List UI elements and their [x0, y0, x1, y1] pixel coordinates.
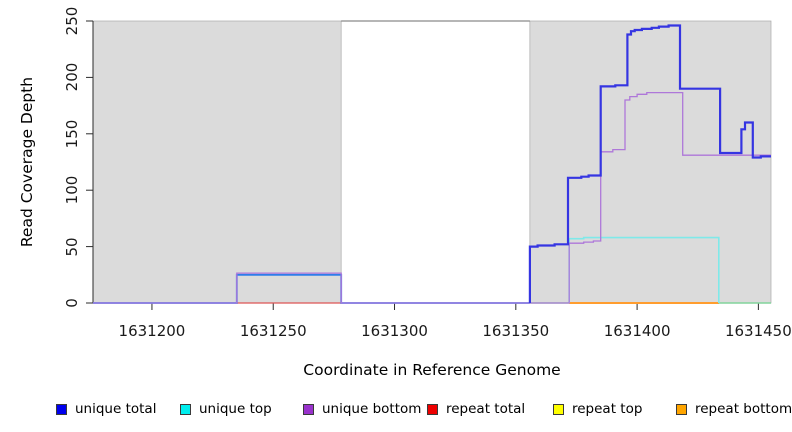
y-tick-label: 100 [63, 175, 81, 205]
x-axis-title: Coordinate in Reference Genome [303, 361, 561, 379]
legend-label: repeat total [446, 401, 526, 417]
y-tick-label: 250 [63, 6, 81, 36]
legend-item-repeat-total: repeat total [427, 401, 525, 417]
legend-swatch-icon [303, 403, 314, 415]
legend-label: repeat top [572, 401, 643, 417]
legend-item-unique-top: unique top [180, 401, 272, 417]
x-tick-label: 1631450 [724, 322, 792, 340]
legend-label: unique top [199, 401, 272, 417]
y-axis-title: Read Coverage Depth [18, 76, 36, 248]
legend-label: repeat bottom [695, 401, 792, 417]
repeat-region-left [92, 20, 342, 304]
legend-swatch-icon [180, 403, 191, 415]
x-tick-label: 1631350 [482, 322, 550, 340]
legend-item-repeat-top: repeat top [553, 401, 642, 417]
x-tick-label: 1631300 [361, 322, 428, 340]
y-tick-label: 50 [63, 237, 81, 257]
repeat-region-right [529, 20, 772, 304]
legend-label: unique bottom [322, 401, 422, 417]
series-unique-bottom [93, 91, 771, 304]
legend-swatch-icon [553, 403, 564, 415]
legend-item-unique-bottom: unique bottom [303, 401, 421, 417]
series-unique-total-right [528, 24, 771, 303]
legend-swatch-icon [427, 403, 438, 415]
legend-item-repeat-bottom: repeat bottom [676, 401, 792, 417]
y-tick-label: 0 [63, 298, 81, 308]
y-tick-label: 200 [63, 63, 81, 92]
legend-swatch-icon [56, 403, 67, 415]
legend-swatch-icon [676, 403, 687, 415]
legend-item-unique-total: unique total [56, 401, 156, 417]
legend-label: unique total [75, 401, 157, 417]
x-tick-label: 1631400 [603, 322, 671, 340]
x-tick-label: 1631200 [118, 322, 186, 340]
x-tick-label: 1631250 [239, 322, 307, 340]
y-tick-label: 150 [63, 119, 81, 149]
